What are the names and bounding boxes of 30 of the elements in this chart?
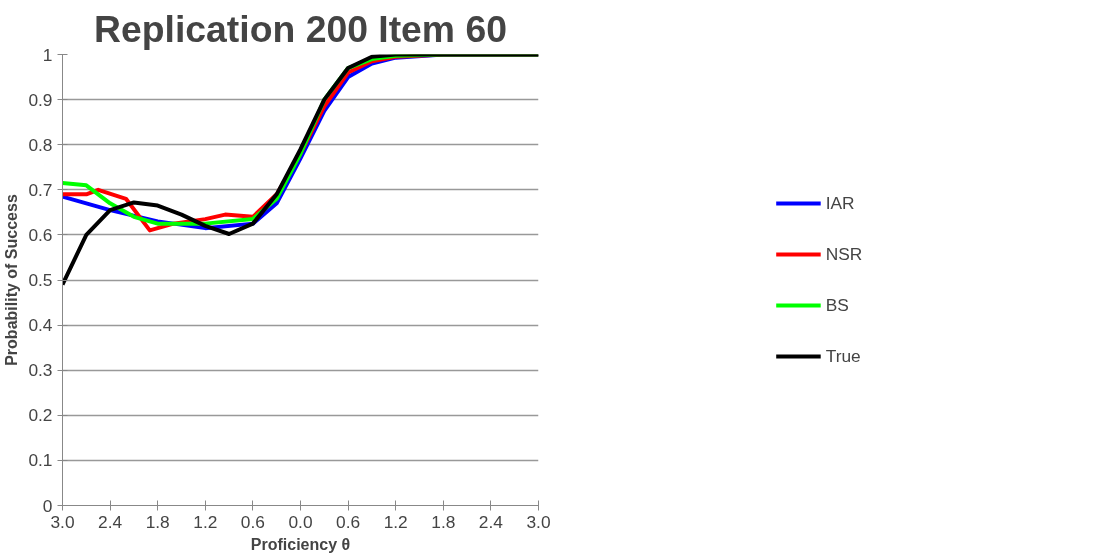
y-tick-label: 0.7 [28, 179, 53, 200]
x-tick-label: 0.6 [336, 511, 361, 532]
x-tick-label: 3.0 [526, 511, 551, 532]
y-tick-label: 0.6 [28, 224, 53, 245]
y-tick-label: 0.8 [28, 134, 53, 155]
x-tick-label: 1.2 [383, 511, 408, 532]
x-tick-label: 3.0 [50, 511, 75, 532]
x-tick-label: 1.2 [193, 511, 218, 532]
y-tick-label: 0.2 [28, 405, 53, 426]
legend-label: IAR [825, 192, 855, 214]
x-tick-label: 2.4 [98, 511, 123, 532]
x-tick-label: 0.0 [288, 511, 313, 532]
legend-label: True [825, 345, 861, 367]
legend-label: BS [825, 294, 849, 316]
y-tick-label: 0.3 [28, 360, 53, 381]
legend-label: NSR [825, 243, 863, 265]
chart-title: Replication 200 Item 60 [94, 7, 507, 50]
x-tick-label: 2.4 [478, 511, 504, 532]
y-tick-label: 0.9 [28, 89, 53, 110]
x-tick-label: 1.8 [145, 511, 170, 532]
y-tick-label: 1 [42, 44, 53, 65]
line-series [62, 54, 539, 287]
x-axis-title: Proficiency θ [250, 535, 351, 553]
y-tick-label: 0.4 [28, 315, 53, 336]
x-tick-label: 1.8 [431, 511, 456, 532]
y-tick-label: 0.5 [28, 270, 53, 290]
x-tick-label: 0.6 [240, 511, 265, 532]
y-tick-label: 0 [42, 495, 53, 516]
y-tick-label: 0.1 [28, 450, 53, 471]
y-axis-title: Probability of Success [3, 194, 21, 366]
